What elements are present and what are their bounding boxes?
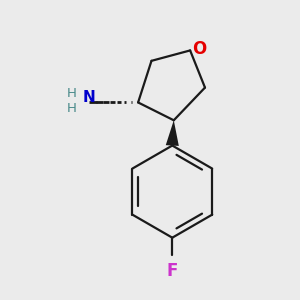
Text: F: F [167, 262, 178, 280]
Polygon shape [166, 120, 179, 146]
Text: H: H [66, 87, 76, 100]
Text: N: N [83, 90, 95, 105]
Text: H: H [66, 103, 76, 116]
Text: O: O [193, 40, 207, 58]
